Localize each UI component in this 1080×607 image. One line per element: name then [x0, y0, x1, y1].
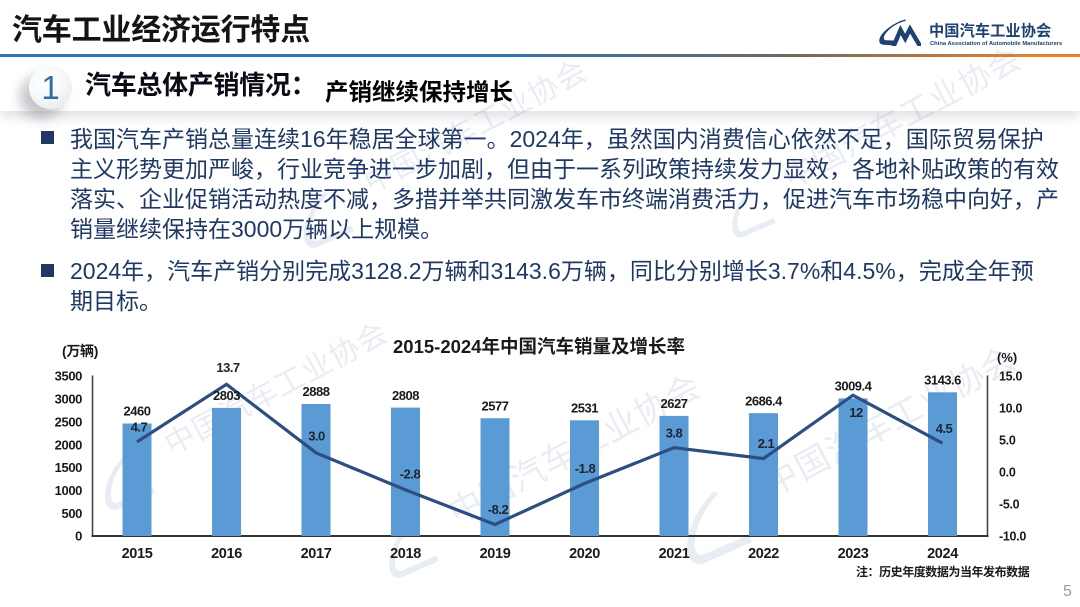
- svg-text:2020: 2020: [569, 546, 600, 562]
- svg-text:2.1: 2.1: [758, 436, 775, 451]
- svg-text:2019: 2019: [480, 546, 511, 562]
- svg-text:3009.4: 3009.4: [835, 379, 873, 394]
- svg-text:2022: 2022: [748, 546, 779, 562]
- svg-text:2023: 2023: [838, 546, 869, 562]
- svg-text:0: 0: [75, 529, 82, 544]
- svg-text:15.0: 15.0: [999, 370, 1022, 384]
- svg-text:-8.2: -8.2: [488, 502, 509, 517]
- svg-text:-2.8: -2.8: [400, 467, 421, 482]
- svg-text:2531: 2531: [571, 401, 598, 416]
- svg-text:4.7: 4.7: [131, 420, 148, 435]
- svg-text:3500: 3500: [55, 369, 82, 384]
- svg-text:1000: 1000: [55, 483, 82, 498]
- svg-text:500: 500: [62, 506, 83, 521]
- svg-text:2577: 2577: [482, 398, 509, 413]
- svg-text:4.5: 4.5: [936, 421, 953, 436]
- svg-text:-5.0: -5.0: [999, 498, 1020, 512]
- svg-text:3000: 3000: [55, 392, 82, 407]
- svg-text:2627: 2627: [661, 396, 688, 411]
- svg-text:13.7: 13.7: [216, 360, 240, 375]
- svg-text:2016: 2016: [211, 546, 242, 562]
- svg-text:2500: 2500: [55, 414, 82, 429]
- svg-text:2021: 2021: [659, 546, 690, 562]
- svg-text:3.0: 3.0: [308, 429, 325, 444]
- svg-text:2017: 2017: [301, 546, 332, 562]
- svg-text:(万辆): (万辆): [62, 343, 98, 359]
- svg-text:(%): (%): [997, 350, 1017, 365]
- svg-text:2460: 2460: [124, 404, 151, 419]
- svg-text:3.8: 3.8: [666, 425, 683, 440]
- svg-text:2808: 2808: [392, 388, 419, 403]
- svg-text:-10.0: -10.0: [999, 530, 1026, 544]
- svg-text:2803: 2803: [213, 388, 240, 403]
- svg-text:12: 12: [849, 405, 863, 420]
- svg-text:5.0: 5.0: [999, 434, 1016, 448]
- svg-text:2000: 2000: [55, 437, 82, 452]
- svg-text:0.0: 0.0: [999, 466, 1016, 480]
- svg-text:2888: 2888: [303, 384, 330, 399]
- svg-text:2024: 2024: [927, 546, 958, 562]
- svg-text:2015-2024年中国汽车销量及增长率: 2015-2024年中国汽车销量及增长率: [393, 336, 685, 357]
- svg-text:2686.4: 2686.4: [745, 393, 783, 408]
- svg-text:1500: 1500: [55, 460, 82, 475]
- svg-text:5: 5: [1063, 583, 1072, 600]
- svg-text:注：历史年度数据为当年发布数据: 注：历史年度数据为当年发布数据: [856, 564, 1030, 579]
- svg-text:2018: 2018: [390, 546, 421, 562]
- svg-text:3143.6: 3143.6: [924, 373, 961, 388]
- svg-text:2015: 2015: [122, 546, 153, 562]
- svg-text:-1.8: -1.8: [575, 461, 596, 476]
- svg-text:10.0: 10.0: [999, 402, 1022, 416]
